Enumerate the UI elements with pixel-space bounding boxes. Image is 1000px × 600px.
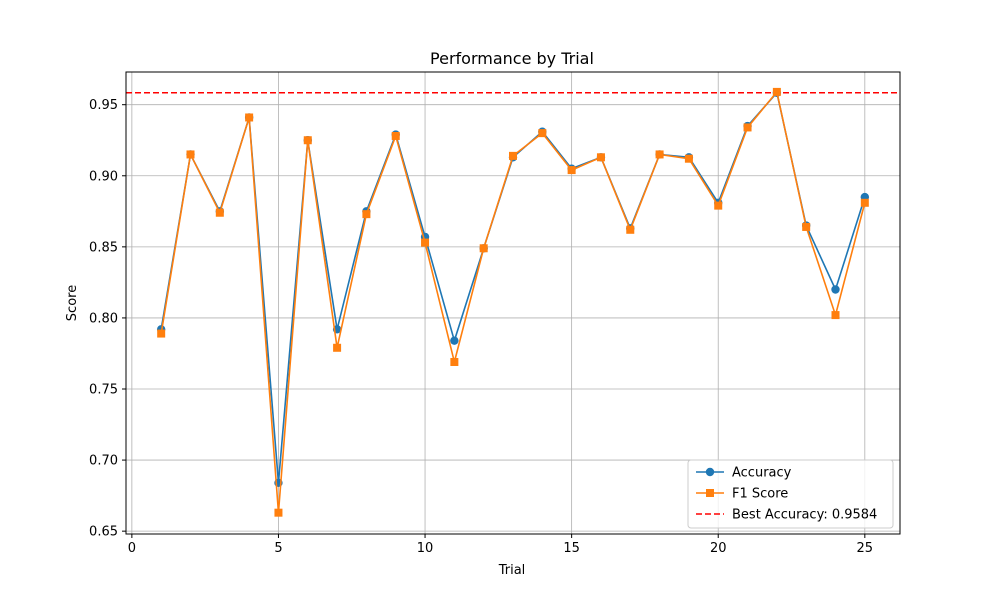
- legend-label-f1-score: F1 Score: [732, 487, 788, 502]
- chart-title: Performance by Trial: [430, 49, 594, 68]
- x-tick-label: 15: [563, 541, 580, 556]
- plot-area-frame: [125, 71, 901, 535]
- f1-score-point: [831, 311, 840, 320]
- f1-score-point: [714, 201, 723, 210]
- series-layer: [156, 87, 870, 517]
- f1-score-point: [479, 244, 488, 253]
- f1-score-point: [509, 151, 517, 160]
- f1-score-point: [567, 166, 576, 175]
- f1-score-point: [421, 238, 430, 247]
- axis-ticks: 0 5 10 15 20 25 0.65 0.70 0.75 0.80 0.85 0.90 0.95: [89, 98, 873, 556]
- f1-score-point: [596, 153, 605, 162]
- y-tick-label: 0.80: [89, 311, 118, 326]
- legend-label-accuracy: Accuracy: [732, 466, 792, 481]
- f1-score-point: [802, 222, 811, 231]
- x-tick-label: 5: [274, 541, 282, 556]
- x-tick-label: 10: [417, 541, 434, 556]
- legend-marker-f1-score: [706, 489, 714, 497]
- f1-score-point: [655, 150, 664, 159]
- f1-score-point: [772, 87, 781, 96]
- y-tick-label: 0.90: [89, 169, 118, 184]
- f1-score-point: [538, 129, 547, 138]
- legend-box: [687, 459, 894, 529]
- y-tick-label: 0.95: [89, 98, 118, 113]
- f1-score-point: [186, 150, 195, 159]
- legend-label-best-accuracy-0-9584: Best Accuracy: 0.9584: [732, 508, 877, 523]
- x-tick-label: 20: [710, 541, 727, 556]
- legend: Accuracy F1 Score Best Accuracy: 0.9584: [687, 459, 894, 529]
- f1-score-point: [215, 208, 224, 217]
- y-tick-label: 0.70: [89, 454, 118, 469]
- f1-score-point: [450, 357, 459, 366]
- f1-score-point: [274, 508, 283, 517]
- legend-marker-accuracy: [705, 467, 715, 477]
- f1-score-point: [333, 343, 342, 352]
- f1-score-point: [303, 136, 312, 145]
- accuracy-point: [450, 336, 459, 345]
- f1-score-point: [362, 210, 371, 219]
- x-tick-label: 25: [857, 541, 874, 556]
- f1-score-point: [626, 225, 635, 234]
- x-tick-label: 0: [128, 541, 136, 556]
- f1-score-point: [157, 329, 166, 338]
- accuracy-point: [831, 285, 840, 294]
- y-axis-label: Score: [65, 285, 80, 321]
- grid: [126, 72, 900, 534]
- f1-score-point: [743, 123, 752, 132]
- x-axis-label: Trial: [498, 563, 526, 578]
- f1-score-point: [860, 198, 869, 207]
- f1-score-point: [391, 131, 400, 140]
- y-tick-label: 0.85: [89, 240, 118, 255]
- y-tick-label: 0.75: [89, 383, 118, 398]
- y-tick-label: 0.65: [89, 525, 118, 540]
- f1-score-point: [245, 113, 254, 122]
- f1-score-point: [684, 154, 693, 163]
